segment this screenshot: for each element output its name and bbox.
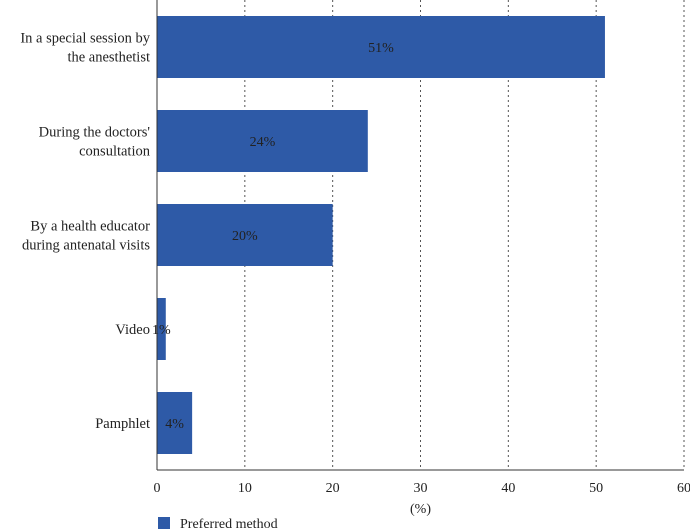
category-labels: In a special session by the anesthetist Du… (20, 31, 150, 433)
bar-value-label: 20% (232, 229, 258, 244)
category-label: consultation (79, 144, 151, 160)
x-tick-label: 50 (589, 481, 603, 496)
x-tick-label: 40 (501, 481, 515, 496)
bar-value-label: 24% (250, 135, 276, 150)
x-tick-label: 0 (154, 481, 161, 496)
bar-value-label: 1% (152, 323, 171, 338)
axes (156, 0, 684, 471)
category-label: during antenatal visits (22, 238, 150, 254)
bar (157, 110, 368, 172)
bars: 51% 24% 20% 1% 4% (152, 16, 605, 454)
x-tick-labels: 0 10 20 30 40 50 60 (154, 481, 690, 496)
category-label: the anesthetist (67, 50, 150, 66)
legend-label: Preferred method (180, 517, 278, 532)
legend: Preferred method (158, 517, 278, 532)
legend-swatch (158, 517, 170, 529)
x-tick-label: 60 (677, 481, 690, 496)
bar (157, 298, 166, 360)
bar-value-label: 4% (165, 417, 184, 432)
x-axis-title: (%) (410, 502, 431, 517)
category-label: In a special session by (20, 31, 150, 47)
category-label: Pamphlet (95, 416, 150, 432)
category-label: During the doctors' (39, 125, 150, 141)
category-label: By a health educator (30, 219, 150, 235)
x-tick-label: 20 (326, 481, 340, 496)
bar (157, 392, 193, 454)
bar (157, 16, 605, 78)
x-tick-label: 10 (238, 481, 252, 496)
bar-value-label: 51% (368, 41, 394, 56)
bar (157, 204, 333, 266)
x-tick-label: 30 (414, 481, 428, 496)
category-label: Video (115, 322, 150, 338)
